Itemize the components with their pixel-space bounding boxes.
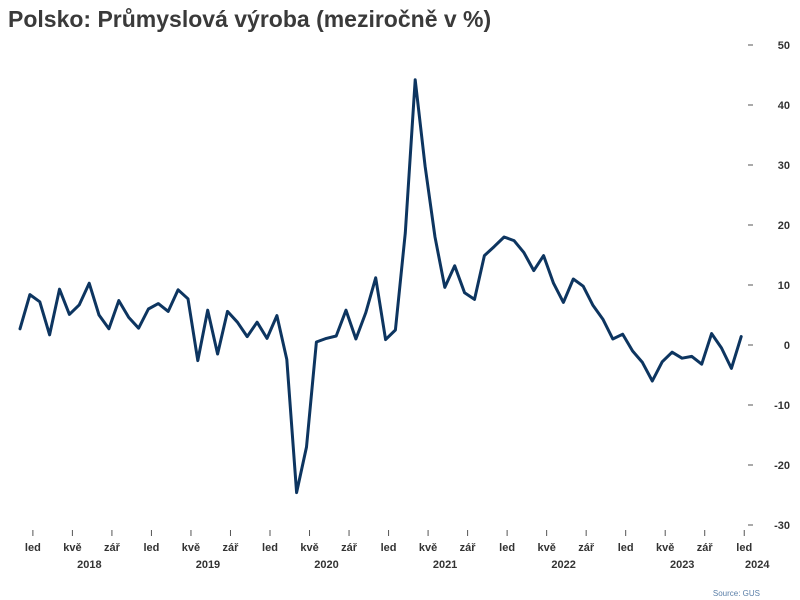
x-tick-label: led: [736, 542, 752, 554]
x-tick-label: zář: [341, 542, 358, 554]
x-tick-label: zář: [697, 542, 714, 554]
x-tick-label: zář: [223, 542, 240, 554]
y-tick-label: 20: [778, 220, 790, 232]
x-tick-label: led: [143, 542, 159, 554]
x-year-label: 2020: [314, 559, 338, 571]
x-axis: led kvě zář led kvě zář led kvě zář led kvě zář led k…: [25, 530, 752, 554]
x-tick-label: kvě: [537, 542, 555, 554]
x-tick-label: zář: [104, 542, 121, 554]
x-year-label: 2023: [670, 559, 694, 571]
x-tick-label: led: [618, 542, 634, 554]
x-tick-label: led: [381, 542, 397, 554]
y-tick-label: -20: [774, 460, 790, 472]
y-tick-label: 50: [778, 40, 790, 52]
x-tick-label: kvě: [182, 542, 200, 554]
x-tick-label: zář: [460, 542, 477, 554]
x-tick-label: kvě: [63, 542, 81, 554]
x-tick-label: kvě: [419, 542, 437, 554]
x-tick-label: kvě: [300, 542, 318, 554]
x-tick-label: led: [499, 542, 515, 554]
y-axis: 50 40 30 20 10 0 -10 -20 -30: [748, 40, 790, 532]
x-year-label: 2024: [745, 559, 770, 571]
x-year-label: 2022: [551, 559, 575, 571]
x-tick-label: zář: [578, 542, 595, 554]
source-note: Source: GUS: [712, 589, 760, 598]
x-tick-label: kvě: [656, 542, 674, 554]
x-year-label: 2019: [196, 559, 220, 571]
y-tick-label: 30: [778, 160, 790, 172]
series-group: [18, 78, 743, 495]
x-axis-years: 2018 2019 2020 2021 2022 2023 2024: [77, 559, 770, 571]
x-year-label: 2018: [77, 559, 101, 571]
y-tick-label: -10: [774, 400, 790, 412]
y-tick-label: 10: [778, 280, 790, 292]
x-year-label: 2021: [433, 559, 457, 571]
chart-title: Polsko: Průmyslová výroba (meziročně v %…: [8, 6, 492, 32]
x-tick-label: led: [262, 542, 278, 554]
x-tick-label: led: [25, 542, 41, 554]
y-tick-label: 0: [784, 340, 790, 352]
series-line: [18, 78, 743, 495]
y-tick-label: 40: [778, 100, 790, 112]
y-tick-label: -30: [774, 520, 790, 532]
